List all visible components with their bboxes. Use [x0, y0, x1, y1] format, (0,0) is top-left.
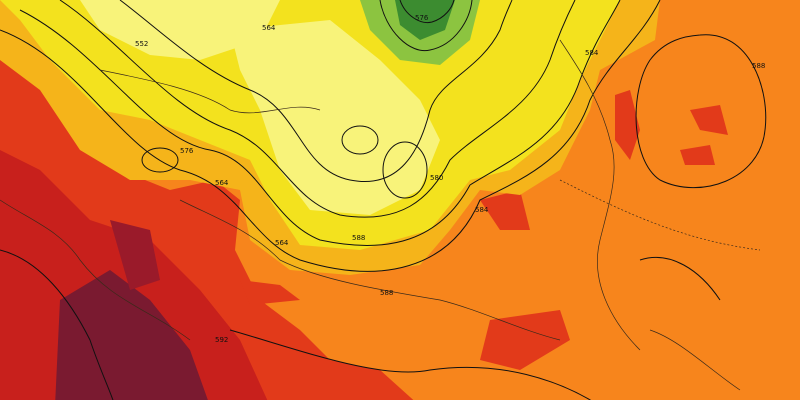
contour-line	[0, 249, 116, 406]
cold-core	[230, 20, 440, 215]
contour-line	[0, 0, 661, 272]
coastline	[0, 199, 191, 341]
contour-label: 588	[380, 289, 393, 297]
contour-line	[59, 0, 576, 218]
contour-label: 584	[475, 206, 489, 214]
warm-patch	[480, 190, 530, 230]
contour-line	[379, 0, 473, 52]
contour-line	[639, 256, 721, 301]
height-contours	[0, 0, 767, 406]
contour-line	[635, 34, 767, 189]
contour-line	[382, 141, 428, 199]
contour-label: 564	[275, 239, 289, 247]
extreme-region	[110, 220, 160, 290]
coastline	[99, 69, 321, 114]
contour-label: 592	[215, 336, 228, 344]
contour-line	[119, 0, 513, 182]
contour-label: 584	[585, 49, 599, 57]
contour-label: 564	[262, 24, 276, 32]
contour-line	[19, 0, 621, 246]
contour-line	[341, 125, 379, 155]
warm-patch	[240, 280, 300, 305]
warm-patch	[480, 310, 570, 370]
contour-labels: 552 564 576 584 588 588 576 564 564 580 584 588 592	[135, 14, 765, 344]
cold-core	[80, 0, 280, 60]
contour-label: 552	[135, 40, 148, 48]
contour-label: 580	[430, 174, 443, 182]
contour-label: 588	[752, 62, 765, 70]
warm-patch	[690, 105, 728, 135]
contour-label: 576	[180, 147, 194, 155]
coastlines	[0, 39, 761, 391]
contour-label: 564	[215, 179, 229, 187]
warm-patch	[680, 145, 715, 165]
coastline	[179, 199, 561, 341]
contour-line	[141, 147, 179, 173]
graticule	[559, 179, 761, 251]
extreme-region	[55, 270, 210, 406]
coastline	[559, 39, 641, 351]
warm-patch	[615, 90, 640, 160]
bottom-border	[0, 400, 800, 406]
contour-label: 588	[352, 234, 365, 242]
coldest-core	[395, 0, 455, 40]
coastline	[649, 329, 741, 391]
contour-label: 576	[415, 14, 429, 22]
contour-line	[229, 329, 601, 406]
contour-line	[399, 0, 455, 24]
